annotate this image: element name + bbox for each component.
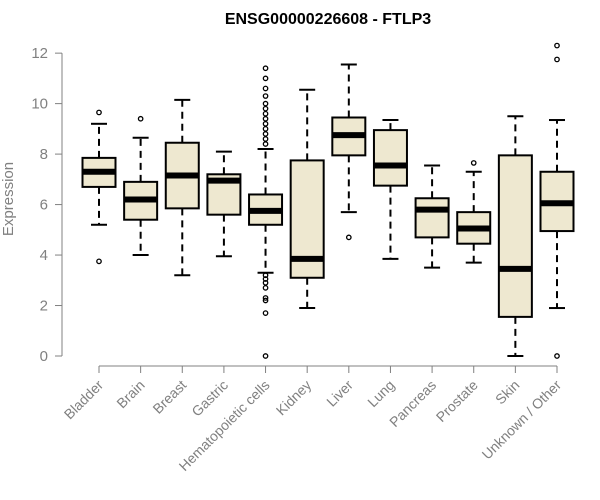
outlier-point [554,56,560,63]
outlier-point [262,100,269,107]
x-tick-label: Bladder [61,377,107,423]
outlier-point [262,115,269,122]
outlier-point [262,105,269,112]
box-brain [123,115,159,257]
box-gastric [206,150,242,258]
box-liver [331,63,367,241]
outlier-point [554,42,560,49]
outlier-point [262,353,269,359]
outlier-point [262,85,269,92]
outlier-point [470,160,477,166]
box-group [81,42,575,359]
y-axis: 0 2 4 6 8 10 12 [31,45,63,365]
x-tick-label: Breast [149,377,189,417]
outlier-point [262,297,269,304]
box-bladder [81,109,117,265]
x-tick-label: Prostate [433,377,481,425]
box-skin [497,115,533,357]
y-tick-label: 10 [31,96,48,113]
outlier-point [262,126,269,132]
y-tick-label: 0 [40,348,48,365]
x-tick-label: Liver [323,377,356,410]
chart-title: ENSG00000226608 - FTLP3 [225,11,431,28]
outlier-point [262,131,269,137]
box-pancreas [414,164,450,269]
outlier-point [262,65,269,72]
outlier-point [96,109,102,116]
outlier-point [262,136,269,142]
outlier-point [345,234,352,241]
x-tick-label: Skin [492,377,523,408]
box-unknown-other [539,42,575,359]
box-iqr [497,154,533,318]
outlier-point [554,353,560,359]
outlier-point [137,115,144,122]
box-iqr [414,197,450,239]
outlier-point [262,141,269,147]
box-hematopoietic-cells [248,65,284,359]
outlier-point [262,110,269,117]
box-iqr [372,129,408,187]
y-tick-label: 12 [31,45,48,62]
x-tick-label: Brain [113,377,147,411]
box-lung [372,119,408,260]
outlier-point [262,285,269,291]
y-tick-label: 8 [40,146,48,163]
outlier-point [262,75,269,82]
box-kidney [289,88,325,310]
outlier-point [262,120,269,127]
outlier-point [262,310,269,316]
outlier-point [262,295,269,301]
y-axis-label: Expression [0,162,17,236]
box-prostate [456,160,492,264]
outlier-point [262,93,269,99]
x-tick-label: Lung [364,377,397,410]
y-tick-label: 4 [40,247,48,264]
y-tick-label: 2 [40,298,48,315]
y-tick-label: 6 [40,197,48,214]
x-tick-label: Kidney [273,377,315,419]
x-tick-label: Unknown / Other [479,377,565,463]
outlier-point [96,258,102,265]
box-breast [164,98,200,277]
